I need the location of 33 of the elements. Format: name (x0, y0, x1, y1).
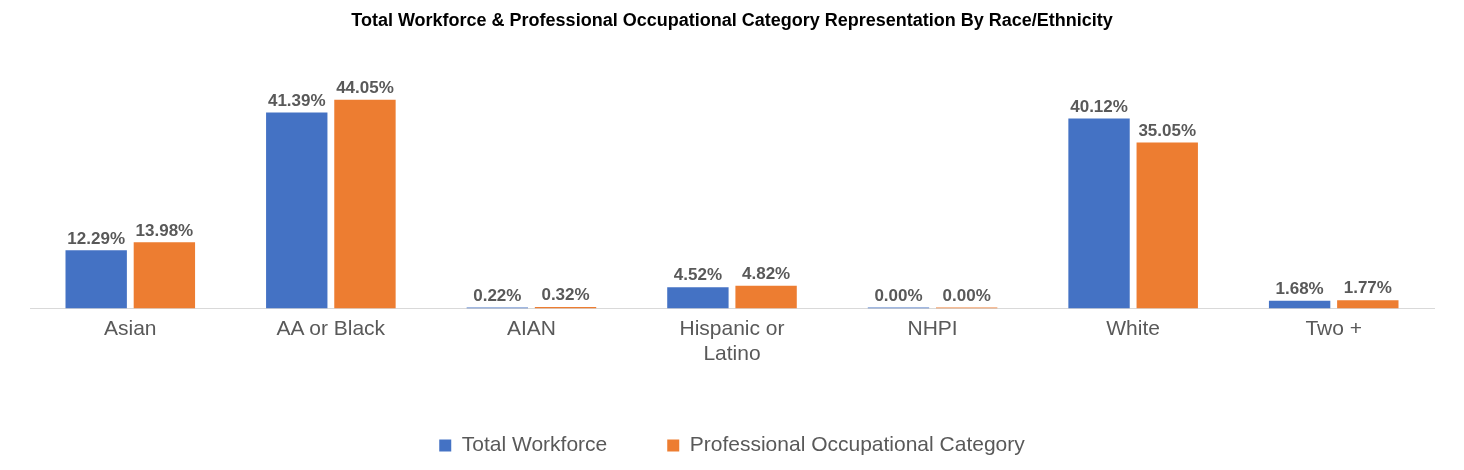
bar (1068, 118, 1130, 309)
bar (65, 250, 127, 309)
bar (1136, 142, 1198, 309)
x-tick-label: White (1106, 316, 1160, 339)
bar (266, 112, 328, 309)
x-tick-label: Two + (1305, 316, 1363, 339)
x-tick-label: Asian (104, 316, 157, 339)
bar (1337, 300, 1399, 309)
data-label: 0.32% (541, 285, 590, 305)
data-label: 40.12% (1070, 96, 1128, 116)
data-label: 0.00% (942, 285, 991, 305)
data-label: 1.68% (1275, 278, 1324, 298)
data-label: 44.05% (336, 77, 394, 97)
data-label: 0.22% (473, 285, 522, 305)
data-label: 1.77% (1343, 278, 1392, 298)
x-tick-label: AIAN (506, 316, 556, 339)
data-label: 41.39% (267, 90, 326, 110)
data-label: 12.29% (67, 228, 126, 248)
data-label: 0.00% (874, 285, 923, 305)
bar (133, 242, 196, 309)
bar (667, 287, 729, 309)
chart-title: Total Workforce & Professional Occupational Category Representation By Race/Ethnicity (351, 9, 1113, 30)
legend-label: Total Workforce (461, 432, 608, 456)
bar (735, 285, 797, 309)
bar (334, 99, 396, 309)
data-label: 13.98% (135, 220, 194, 240)
legend-label: Professional Occupational Category (689, 432, 1026, 456)
x-tick-label: AA or Black (276, 316, 386, 339)
data-label: 35.05% (1138, 120, 1197, 140)
data-label: 4.82% (742, 263, 791, 283)
x-tick-label: Hispanic or Latino (679, 316, 785, 365)
data-label: 4.52% (673, 265, 722, 285)
x-tick-label: NHPI (907, 316, 958, 339)
